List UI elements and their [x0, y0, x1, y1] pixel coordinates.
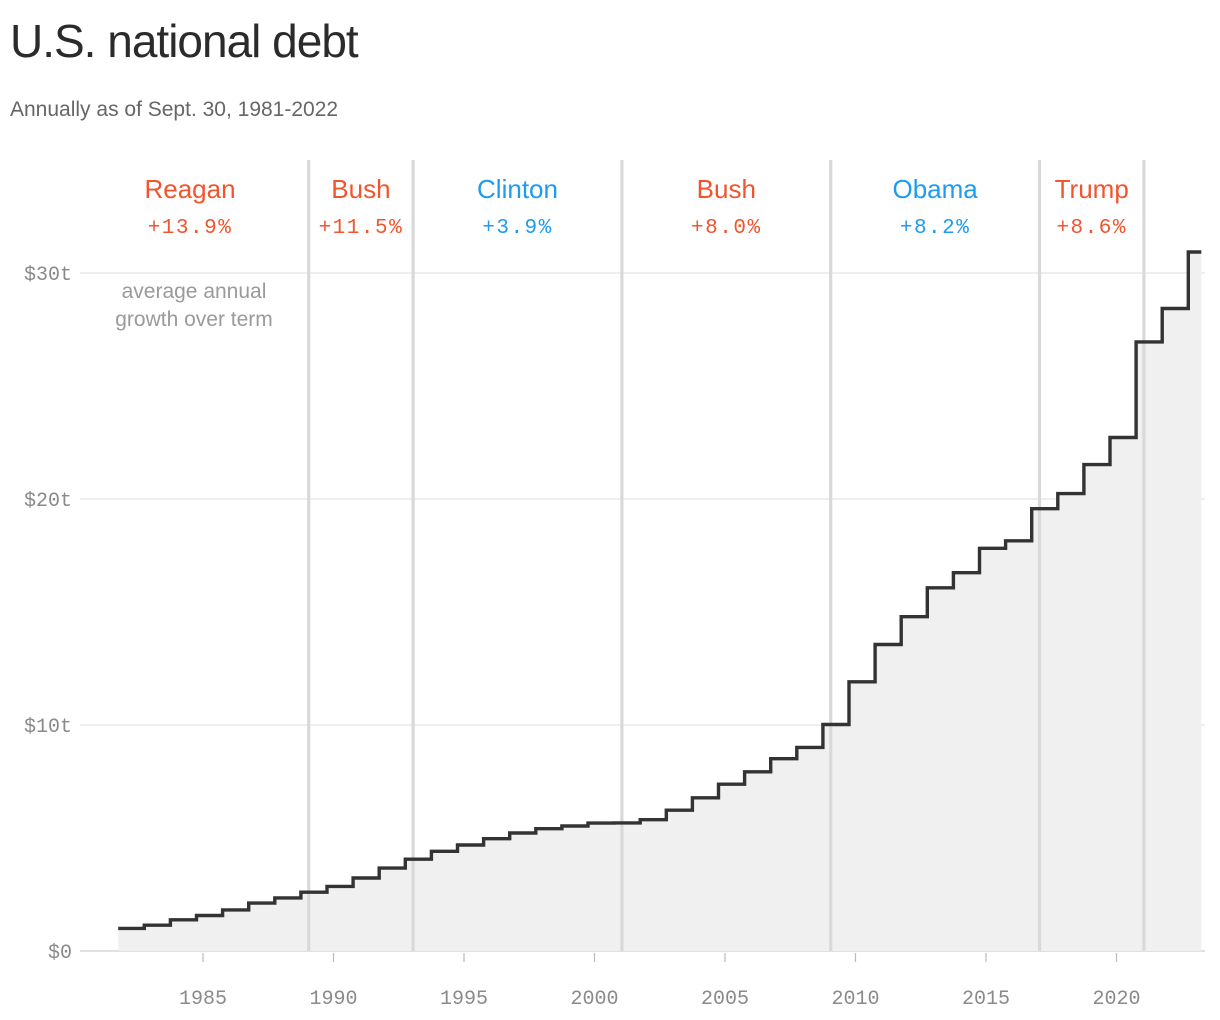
term-growth: +8.0%: [691, 217, 762, 240]
term-name: Obama: [892, 174, 978, 204]
x-tick-label: 2020: [1092, 988, 1140, 1011]
term-name: Bush: [331, 174, 390, 204]
term-label-layer: Reagan +13.9% Bush +11.5% Clinton +3.9% Bush +8…: [144, 174, 1128, 240]
chart-title: U.S. national debt: [10, 15, 359, 67]
x-tick-label: 1985: [179, 988, 227, 1011]
x-tick-label: 2015: [962, 988, 1010, 1011]
area-layer: [118, 252, 1202, 951]
term-growth: +3.9%: [482, 217, 553, 240]
annotation-line-2: growth over term: [115, 308, 273, 331]
y-tick-label: $0: [48, 942, 72, 965]
term-name: Clinton: [477, 174, 558, 204]
axis-layer: $0 $10t $20t $30t 1985 1990 1995 2000 2005 2010 20…: [24, 264, 1141, 1011]
x-tick-label: 2005: [701, 988, 749, 1011]
term-divider-layer: [307, 160, 1146, 951]
term-name: Trump: [1055, 174, 1129, 204]
annotation-line-1: average annual: [122, 280, 267, 303]
y-tick-label: $30t: [24, 264, 72, 287]
term-growth: +8.2%: [900, 217, 971, 240]
term-name: Reagan: [144, 174, 235, 204]
x-tick-label: 1990: [309, 988, 357, 1011]
line-layer: [118, 250, 1202, 931]
term-name: Bush: [697, 174, 756, 204]
y-tick-label: $10t: [24, 716, 72, 739]
term-growth: +11.5%: [319, 217, 404, 240]
x-tick-label: 2000: [570, 988, 618, 1011]
x-tick-label: 2010: [831, 988, 879, 1011]
y-tick-label: $20t: [24, 490, 72, 513]
term-growth: +13.9%: [148, 217, 233, 240]
debt-line: [118, 250, 1202, 931]
chart-subtitle: Annually as of Sept. 30, 1981-2022: [10, 98, 339, 121]
debt-area: [118, 252, 1202, 951]
term-growth: +8.6%: [1056, 217, 1127, 240]
x-tick-label: 1995: [440, 988, 488, 1011]
